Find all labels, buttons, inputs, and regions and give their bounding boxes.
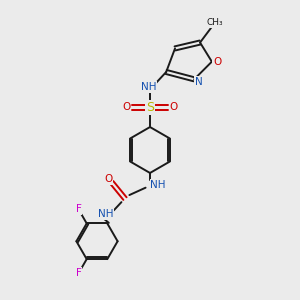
Text: O: O — [104, 174, 112, 184]
Text: O: O — [122, 102, 130, 112]
Text: F: F — [76, 268, 82, 278]
Text: NH: NH — [141, 82, 156, 92]
Text: O: O — [213, 57, 221, 67]
Text: NH: NH — [151, 180, 166, 190]
Text: NH: NH — [98, 209, 114, 219]
Text: F: F — [76, 204, 82, 214]
Text: N: N — [195, 77, 203, 87]
Text: O: O — [169, 102, 178, 112]
Text: CH₃: CH₃ — [206, 18, 223, 27]
Text: S: S — [146, 101, 154, 114]
